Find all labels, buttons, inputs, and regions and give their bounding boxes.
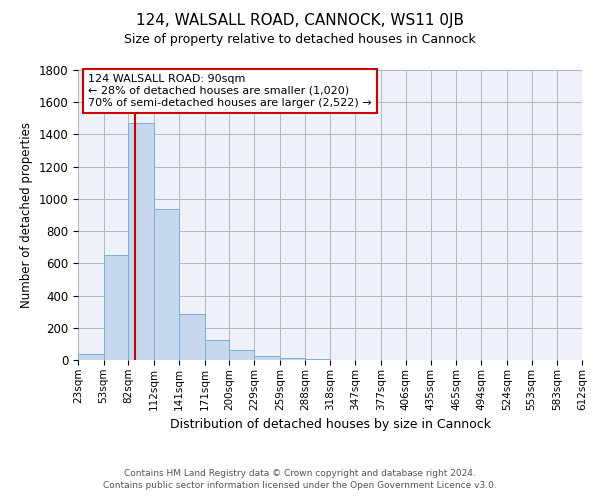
Bar [179, 314, 205, 360]
Text: Contains HM Land Registry data © Crown copyright and database right 2024.: Contains HM Land Registry data © Crown c… [124, 468, 476, 477]
Text: Contains public sector information licensed under the Open Government Licence v3: Contains public sector information licen… [103, 481, 497, 490]
Text: 124 WALSALL ROAD: 90sqm
← 28% of detached houses are smaller (1,020)
70% of semi: 124 WALSALL ROAD: 90sqm ← 28% of detache… [88, 74, 372, 108]
Bar [205, 340, 229, 360]
X-axis label: Distribution of detached houses by size in Cannock: Distribution of detached houses by size … [170, 418, 491, 431]
Bar [305, 359, 331, 360]
Bar [280, 358, 305, 360]
Text: 124, WALSALL ROAD, CANNOCK, WS11 0JB: 124, WALSALL ROAD, CANNOCK, WS11 0JB [136, 12, 464, 28]
Bar [128, 123, 154, 360]
Bar [254, 356, 280, 360]
Y-axis label: Number of detached properties: Number of detached properties [20, 122, 33, 308]
Bar [154, 208, 179, 360]
Bar [104, 256, 128, 360]
Text: Size of property relative to detached houses in Cannock: Size of property relative to detached ho… [124, 32, 476, 46]
Bar [78, 354, 104, 360]
Bar [229, 350, 254, 360]
